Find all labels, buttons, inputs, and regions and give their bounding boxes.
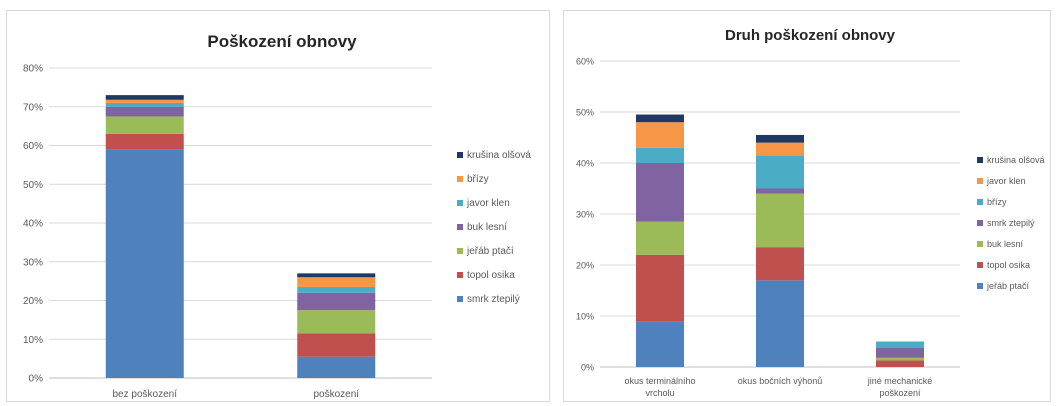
bar-segment [876,341,924,348]
bar-segment [105,95,184,100]
legend-label: topol osika [987,260,1030,270]
legend-swatch [977,157,983,163]
y-tick-label: 50% [576,108,594,118]
bar-segment [756,134,804,143]
chart-damage-svg: Poškození obnovy 0% 10% 20% 30% 40% 50% 60% 70% 8… [23,32,531,400]
y-tick-label: 30% [23,257,43,268]
bar-segment [756,155,804,189]
bar-segment [297,356,376,378]
bar-segment [756,193,804,248]
bar-segment [297,310,376,334]
bar-segment [636,122,684,148]
bar-segment [297,333,376,357]
y-tick-label: 60% [576,57,594,67]
legend-label: javor klen [466,198,510,209]
bar-segment [636,147,684,163]
bar-segment [297,273,376,278]
bar-segment [756,188,804,194]
y-tick-label: 50% [23,180,43,191]
x-category-label: jiné mechanické poškození [867,376,933,398]
y-tick-label: 20% [23,296,43,307]
legend-swatch [457,200,463,206]
y-tick-label: 10% [576,312,594,322]
legend-label: břízy [467,174,489,185]
y-tick-label: 40% [23,219,43,230]
legend-swatch [457,176,463,182]
chart-title: Druh poškození obnovy [725,27,896,44]
bar-segment [297,277,376,287]
y-tick-label: 60% [23,141,43,152]
y-tick-label: 40% [576,159,594,169]
y-tick-label: 10% [23,335,43,346]
legend-label: javor klen [986,176,1026,186]
legend-swatch [977,262,983,268]
legend-label: smrk ztepilý [987,218,1035,228]
y-tick-label: 70% [23,102,43,113]
bar-segment [876,347,924,358]
legend-label: jeřáb ptačí [986,281,1030,291]
x-category-label: poškození [313,389,359,400]
legend-swatch [977,220,983,226]
bar-segment [756,247,804,281]
chart-panel-damage: Poškození obnovy 0% 10% 20% 30% 40% 50% 60% 70% 8… [6,10,550,402]
bar-segment [105,106,184,117]
legend-label: buk lesní [467,222,507,233]
bar-segment [636,254,684,322]
legend-swatch [457,224,463,230]
y-tick-label: 0% [29,374,44,385]
chart-title: Poškození obnovy [207,32,357,51]
bar-segment [756,280,804,367]
bar-segment [105,149,184,378]
legend-label: buk lesní [987,239,1024,249]
y-tick-label: 0% [581,363,594,373]
bar-segment [756,142,804,156]
legend-label: smrk ztepilý [467,294,520,305]
chart-damage-type-svg: Druh poškození obnovy 0% 10% 20% 30% 40% 50% 60… [576,27,1045,398]
legend-swatch [457,296,463,302]
bar-segment [876,357,924,361]
bar-segment [876,360,924,367]
legend-label: jeřáb ptačí [466,246,514,257]
y-tick-label: 30% [576,210,594,220]
legend-swatch [457,248,463,254]
bar-segment [636,163,684,222]
x-category-label: okus bočních výhonů [738,376,823,386]
legend-label: krušina olšová [467,150,531,161]
bar-segment [105,102,184,107]
bar-segment [636,321,684,367]
legend-swatch [977,178,983,184]
legend-swatch [457,152,463,158]
bar-segment [636,221,684,255]
legend-swatch [977,199,983,205]
bar-segment [297,286,376,293]
x-category-label: bez poškození [113,389,178,400]
bar-segment [105,99,184,103]
legend-label: krušina olšová [987,155,1045,165]
legend-label: topol osika [467,270,515,281]
legend-label: břízy [987,197,1007,207]
x-category-label: okus terminálního vrcholu [624,376,695,398]
bar-segment [297,292,376,311]
bar-segment [105,133,184,150]
y-tick-label: 20% [576,261,594,271]
chart-panel-damage-type: Druh poškození obnovy 0% 10% 20% 30% 40% 50% 60… [563,10,1051,402]
bar-segment [105,116,184,134]
bar-segment [636,114,684,123]
legend-swatch [977,283,983,289]
legend-swatch [977,241,983,247]
y-tick-label: 80% [23,64,43,75]
legend-swatch [457,272,463,278]
